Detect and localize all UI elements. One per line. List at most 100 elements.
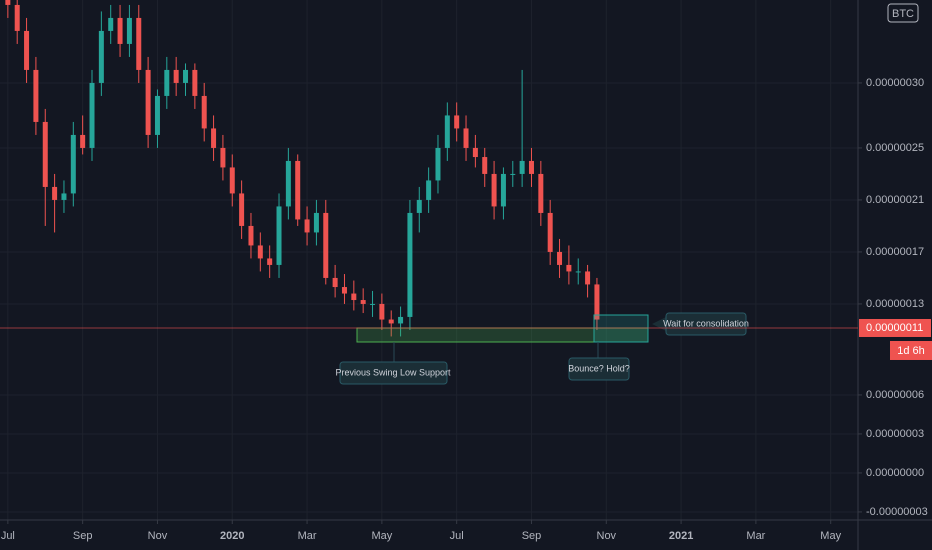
candle-body: [248, 225, 254, 246]
callout: [339, 361, 448, 385]
countdown-badge: [890, 340, 932, 360]
candle-body: [435, 147, 441, 181]
candle-body: [201, 95, 207, 129]
candle-body: [304, 219, 310, 233]
candle-body: [351, 293, 357, 301]
candle-body: [313, 212, 319, 233]
x-tick-label: Jul: [450, 530, 464, 542]
candle-body: [257, 245, 263, 259]
candle-body: [211, 128, 217, 148]
candle-body: [80, 134, 86, 148]
annotation: Bounce? Hold?: [568, 363, 630, 373]
unit-badge: [887, 3, 919, 23]
candle-body: [276, 206, 282, 265]
unit-label: BTC: [892, 8, 914, 20]
candle-body: [229, 167, 235, 194]
candle-body: [341, 287, 347, 294]
y-tick-label: 0.00000021: [866, 194, 924, 206]
x-tick-label: Sep: [73, 530, 93, 542]
candle-body: [70, 134, 76, 194]
candle-body: [547, 212, 553, 252]
candle-body: [192, 69, 198, 96]
candle-body: [24, 30, 30, 70]
candle-body: [557, 251, 563, 265]
candle-body: [126, 17, 132, 44]
candle-body: [360, 300, 366, 304]
candle-body: [183, 69, 189, 83]
current-price-label: 0.00000011: [866, 322, 923, 334]
candle-body: [585, 271, 591, 285]
candle-body: [510, 173, 516, 175]
y-tick-label: -0.00000003: [866, 506, 928, 518]
candle-body: [52, 186, 58, 200]
candle-body: [89, 82, 95, 148]
y-tick-label: 0.00000003: [866, 428, 924, 440]
candle-body: [528, 160, 534, 174]
y-tick-label: 0.00000000: [866, 467, 924, 479]
candle-body: [5, 0, 11, 5]
candle-body: [285, 160, 291, 207]
candle-body: [117, 17, 123, 44]
callout-pointer: [652, 317, 666, 331]
countdown-label: 1d 6h: [897, 345, 925, 357]
candle-body: [295, 160, 301, 220]
callout: [568, 357, 630, 381]
x-tick-label: May: [371, 530, 392, 542]
candle-body: [267, 258, 273, 265]
x-tick-label: 2021: [669, 530, 693, 542]
x-tick-label: Nov: [148, 530, 168, 542]
y-tick-label: 0.00000017: [866, 246, 924, 258]
candle-body: [98, 30, 104, 83]
candle-body: [454, 115, 460, 129]
y-tick-label: 0.00000013: [866, 298, 924, 310]
candle-body: [173, 69, 179, 83]
x-tick-label: May: [820, 530, 841, 542]
candle-body: [154, 95, 160, 135]
candle-body: [388, 319, 394, 324]
candle-body: [416, 199, 422, 213]
candle-body: [239, 193, 245, 226]
candle-body: [491, 173, 497, 207]
candle-body: [407, 212, 413, 317]
candle-body: [164, 69, 170, 96]
annotation: Previous Swing Low Support: [335, 367, 451, 377]
candle-body: [566, 264, 572, 272]
candle-body: [108, 17, 114, 31]
candle-body: [14, 4, 20, 31]
candle-body: [61, 193, 67, 200]
plot-area: [5, 0, 600, 337]
y-tick-label: 0.00000006: [866, 389, 924, 401]
candle-body: [500, 173, 506, 207]
candle-body: [472, 147, 478, 158]
candle-body: [398, 316, 404, 324]
candle-body: [42, 121, 48, 187]
current-price-badge: [859, 318, 931, 337]
candle-body: [33, 69, 39, 122]
x-tick-label: Jul: [1, 530, 15, 542]
candle-body: [519, 160, 525, 174]
x-tick-label: Mar: [298, 530, 317, 542]
candle-body: [482, 157, 488, 174]
candle-body: [136, 17, 142, 70]
y-tick-label: 0.00000025: [866, 142, 924, 154]
candle-body: [426, 180, 432, 200]
candle-body: [444, 115, 450, 148]
candle-body: [538, 173, 544, 213]
candle-body: [332, 277, 338, 288]
candle-body: [323, 212, 329, 278]
x-tick-label: 2020: [220, 530, 244, 542]
annotation: Wait for consolidation: [663, 318, 749, 328]
consolidation-box: [593, 314, 649, 343]
candle-body: [220, 147, 226, 168]
callout: [665, 312, 747, 336]
candle-body: [594, 284, 600, 320]
x-tick-label: Mar: [746, 530, 765, 542]
candle-body: [379, 303, 385, 320]
candle-body: [463, 128, 469, 148]
candle-body: [145, 69, 151, 135]
candle-body: [575, 271, 581, 273]
x-tick-label: Nov: [597, 530, 617, 542]
